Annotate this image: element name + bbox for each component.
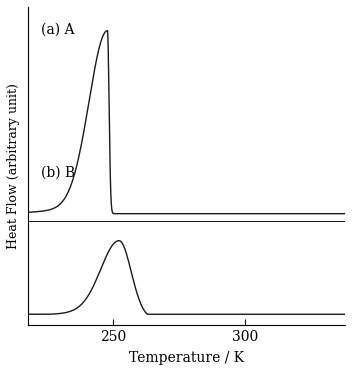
Text: (a) A: (a) A (41, 23, 75, 37)
Y-axis label: Heat Flow (arbitrary unit): Heat Flow (arbitrary unit) (7, 83, 20, 249)
X-axis label: Temperature / K: Temperature / K (129, 351, 244, 365)
Text: (b) B: (b) B (41, 166, 75, 180)
